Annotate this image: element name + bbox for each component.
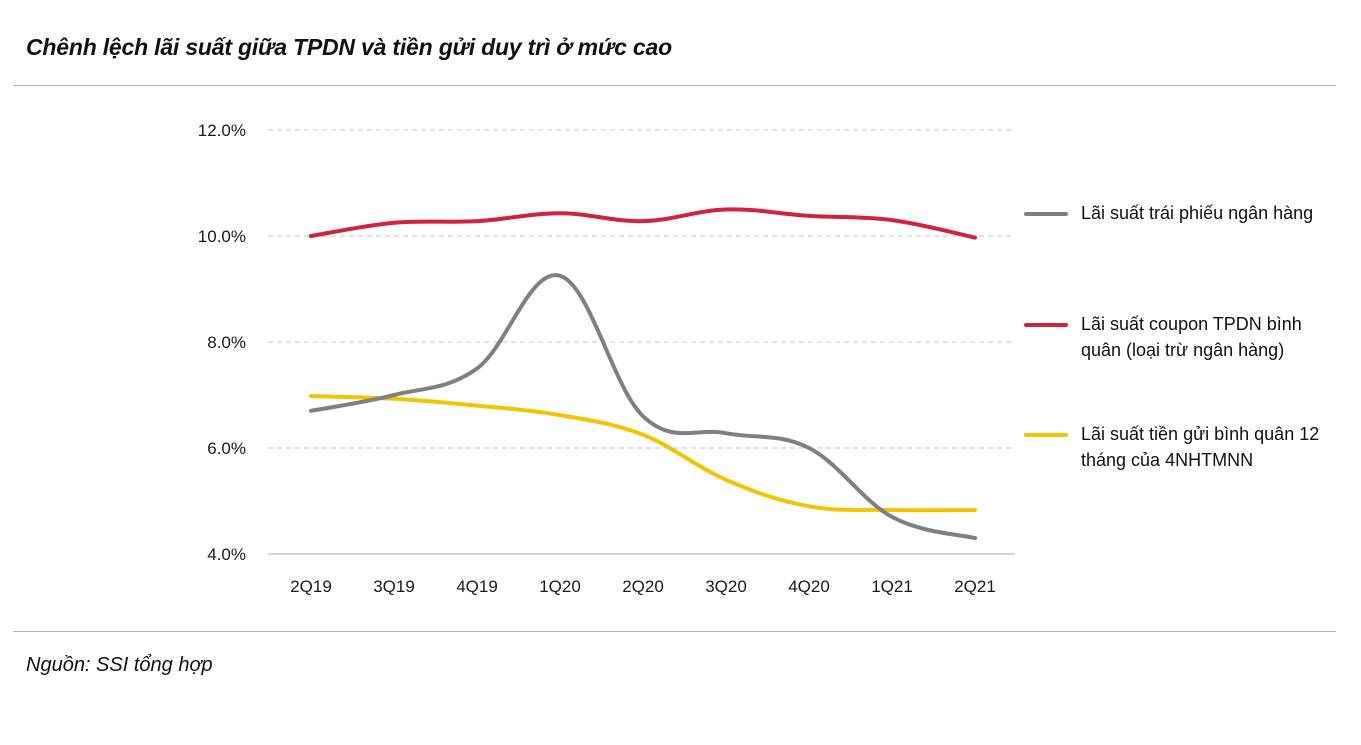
source-note: Nguồn: SSI tổng hợp xyxy=(26,654,213,676)
x-tick-label: 2Q19 xyxy=(290,577,332,596)
y-tick-label: 4.0% xyxy=(207,545,246,564)
x-tick-label: 4Q19 xyxy=(456,577,498,596)
legend-label-corporate-coupon: Lãi suất coupon TPDN bình quân (loại trừ… xyxy=(1081,314,1302,360)
y-tick-label: 8.0% xyxy=(207,333,246,352)
y-tick-label: 12.0% xyxy=(198,121,246,140)
legend-label-deposit-rate: Lãi suất tiền gửi bình quân 12 tháng của… xyxy=(1081,424,1320,470)
grid-lines xyxy=(268,129,1015,555)
x-axis-ticks: 2Q19 3Q19 4Q19 1Q20 2Q20 3Q20 4Q20 1Q21 2Q21 xyxy=(290,577,996,596)
series-line-deposit-rate xyxy=(309,394,977,513)
y-tick-label: 10.0% xyxy=(198,227,246,246)
y-axis-ticks: 4.0% 6.0% 8.0% 10.0% 12.0% xyxy=(198,121,246,564)
bottom-divider xyxy=(13,631,1336,632)
x-tick-label: 3Q20 xyxy=(705,577,747,596)
legend-swatch-corporate-coupon xyxy=(1024,323,1068,327)
x-tick-label: 3Q19 xyxy=(373,577,415,596)
series-line-bank-bond xyxy=(309,273,977,541)
legend-label-bank-bond: Lãi suất trái phiếu ngân hàng xyxy=(1081,203,1314,223)
x-tick-label: 2Q21 xyxy=(954,577,996,596)
series-line-corporate-coupon xyxy=(309,207,977,240)
chart-title: Chênh lệch lãi suất giữa TPDN và tiền gử… xyxy=(26,34,672,60)
legend-swatch-bank-bond xyxy=(1024,212,1068,216)
x-tick-label: 1Q21 xyxy=(871,577,913,596)
x-tick-label: 2Q20 xyxy=(622,577,664,596)
legend-swatch-deposit-rate xyxy=(1024,433,1068,437)
x-tick-label: 1Q20 xyxy=(539,577,581,596)
series-lines xyxy=(309,207,977,541)
x-tick-label: 4Q20 xyxy=(788,577,830,596)
y-tick-label: 6.0% xyxy=(207,439,246,458)
top-divider xyxy=(13,85,1336,86)
